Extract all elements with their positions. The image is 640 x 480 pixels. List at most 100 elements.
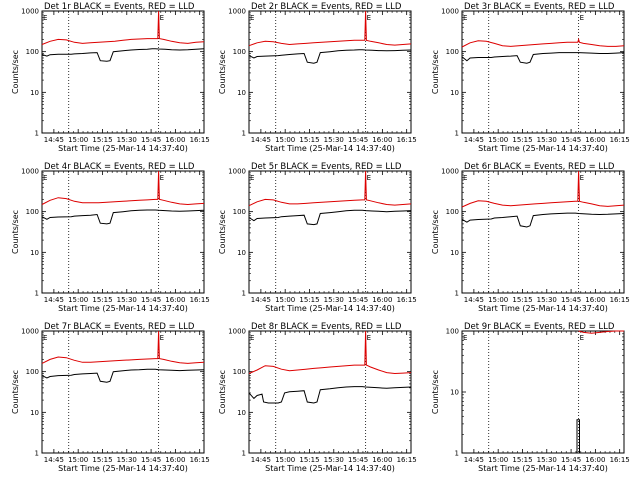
y-axis-label: Counts/sec xyxy=(11,210,20,254)
plot-area: 1 10 100 14:45 15:00 15:15 15:30 15:45 16:00 16:1… xyxy=(446,328,630,465)
x-tick-label: 16:15 xyxy=(397,296,417,304)
time-marker-label: E xyxy=(160,174,164,182)
y-tick-label: 100 xyxy=(26,368,39,376)
x-tick-label: 15:00 xyxy=(488,456,508,464)
y-tick-label: 1 xyxy=(242,130,246,138)
series-line-events xyxy=(41,368,205,383)
x-tick-label: 15:45 xyxy=(141,296,161,304)
y-tick-label: 100 xyxy=(26,48,39,56)
x-tick-label: 16:15 xyxy=(190,456,210,464)
series-line-lld xyxy=(578,330,624,334)
x-tick-label: 15:00 xyxy=(68,296,88,304)
y-tick-label: 100 xyxy=(446,48,459,56)
panel-det-2r: Det 2r BLACK = Events, RED = LLD 1101001… xyxy=(218,2,417,153)
y-tick-label: 100 xyxy=(233,208,246,216)
x-tick-label: 15:30 xyxy=(324,296,344,304)
y-tick-label: 100 xyxy=(26,208,39,216)
axes-frame xyxy=(461,10,625,134)
x-tick-label: 16:00 xyxy=(585,136,605,144)
x-tick-label: 16:15 xyxy=(610,136,630,144)
series-line-lld xyxy=(41,330,205,364)
y-tick-label: 1 xyxy=(455,290,459,298)
x-tick-label: 15:30 xyxy=(537,456,557,464)
x-tick-label: 16:00 xyxy=(585,456,605,464)
x-axis-label: Start Time (25-Mar-14 14:37:40) xyxy=(265,304,395,313)
time-marker-label: E xyxy=(580,14,584,22)
x-tick-label: 16:00 xyxy=(372,456,392,464)
series-line-lld xyxy=(461,37,625,48)
x-tick-label: 15:15 xyxy=(299,136,319,144)
y-tick-label: 1 xyxy=(455,130,459,138)
time-marker-label: E xyxy=(580,334,584,342)
y-tick-label: 10 xyxy=(30,409,39,417)
y-axis-label: Counts/sec xyxy=(431,210,440,254)
x-tick-label: 16:00 xyxy=(165,296,185,304)
x-tick-label: 15:30 xyxy=(324,136,344,144)
x-tick-label: 14:45 xyxy=(464,456,484,464)
x-tick-label: 15:00 xyxy=(68,456,88,464)
left-marker-label: E xyxy=(463,334,467,342)
y-tick-label: 100 xyxy=(233,368,246,376)
y-tick-label: 1000 xyxy=(228,168,246,176)
y-tick-label: 1 xyxy=(35,130,39,138)
x-tick-label: 16:15 xyxy=(610,296,630,304)
x-tick-label: 16:00 xyxy=(372,136,392,144)
plot-area: 1 10 100 1000 14:45 15:00 15:15 15:30 15:45 16:00… xyxy=(441,8,630,145)
y-tick-label: 1000 xyxy=(228,328,246,336)
y-tick-label: 1 xyxy=(242,450,246,458)
x-tick-label: 14:45 xyxy=(464,136,484,144)
y-tick-label: 10 xyxy=(30,89,39,97)
x-tick-label: 15:15 xyxy=(512,456,532,464)
x-tick-label: 15:15 xyxy=(92,456,112,464)
x-tick-label: 15:45 xyxy=(348,136,368,144)
x-tick-label: 15:30 xyxy=(324,456,344,464)
y-axis-label: Counts/sec xyxy=(431,50,440,94)
y-tick-label: 1000 xyxy=(441,168,459,176)
plot-area: 1 10 100 1000 14:45 15:00 15:15 15:30 15:45 16:00… xyxy=(228,8,417,145)
y-tick-label: 1 xyxy=(242,290,246,298)
x-tick-label: 15:30 xyxy=(537,136,557,144)
panel-det-7r: Det 7r BLACK = Events, RED = LLD 1101001… xyxy=(11,322,210,473)
series-line-events xyxy=(248,49,412,64)
x-tick-label: 15:00 xyxy=(68,136,88,144)
y-tick-label: 100 xyxy=(446,208,459,216)
x-tick-label: 15:00 xyxy=(275,296,295,304)
y-tick-label: 1000 xyxy=(21,328,39,336)
series-line-events xyxy=(576,419,580,453)
axes-frame xyxy=(248,330,412,454)
x-tick-label: 15:45 xyxy=(561,136,581,144)
x-axis-label: Start Time (25-Mar-14 14:37:40) xyxy=(265,144,395,153)
panel-title: Det 8r BLACK = Events, RED = LLD xyxy=(251,322,402,332)
x-tick-label: 14:45 xyxy=(44,296,64,304)
x-tick-label: 15:00 xyxy=(488,136,508,144)
x-axis-label: Start Time (25-Mar-14 14:37:40) xyxy=(58,304,188,313)
series-line-lld xyxy=(461,170,625,208)
x-tick-label: 16:00 xyxy=(165,136,185,144)
panel-title: Det 5r BLACK = Events, RED = LLD xyxy=(251,162,402,172)
y-tick-label: 10 xyxy=(450,89,459,97)
series-line-lld xyxy=(41,10,205,45)
left-marker-label: E xyxy=(463,174,467,182)
x-tick-label: 16:15 xyxy=(190,136,210,144)
time-marker-label: E xyxy=(367,334,371,342)
x-tick-label: 16:15 xyxy=(190,296,210,304)
x-axis-label: Start Time (25-Mar-14 14:37:40) xyxy=(478,464,608,473)
x-axis-label: Start Time (25-Mar-14 14:37:40) xyxy=(58,464,188,473)
panel-det-9r: Det 9r BLACK = Events, RED = LLD 1101001… xyxy=(431,322,630,473)
series-line-lld xyxy=(248,170,412,207)
x-axis-label: Start Time (25-Mar-14 14:37:40) xyxy=(478,144,608,153)
x-tick-label: 15:45 xyxy=(141,456,161,464)
time-marker-label: E xyxy=(367,14,371,22)
y-tick-label: 1 xyxy=(35,450,39,458)
y-tick-label: 1000 xyxy=(21,168,39,176)
y-tick-label: 10 xyxy=(237,409,246,417)
y-tick-label: 100 xyxy=(446,328,459,336)
x-tick-label: 15:45 xyxy=(348,296,368,304)
x-tick-label: 16:00 xyxy=(165,456,185,464)
time-marker-label: E xyxy=(160,14,164,22)
plot-area: 1 10 100 1000 14:45 15:00 15:15 15:30 15:45 16:00… xyxy=(441,168,630,305)
y-tick-label: 10 xyxy=(450,389,459,397)
x-tick-label: 15:30 xyxy=(537,296,557,304)
x-tick-label: 15:30 xyxy=(117,456,137,464)
x-tick-label: 16:15 xyxy=(397,456,417,464)
